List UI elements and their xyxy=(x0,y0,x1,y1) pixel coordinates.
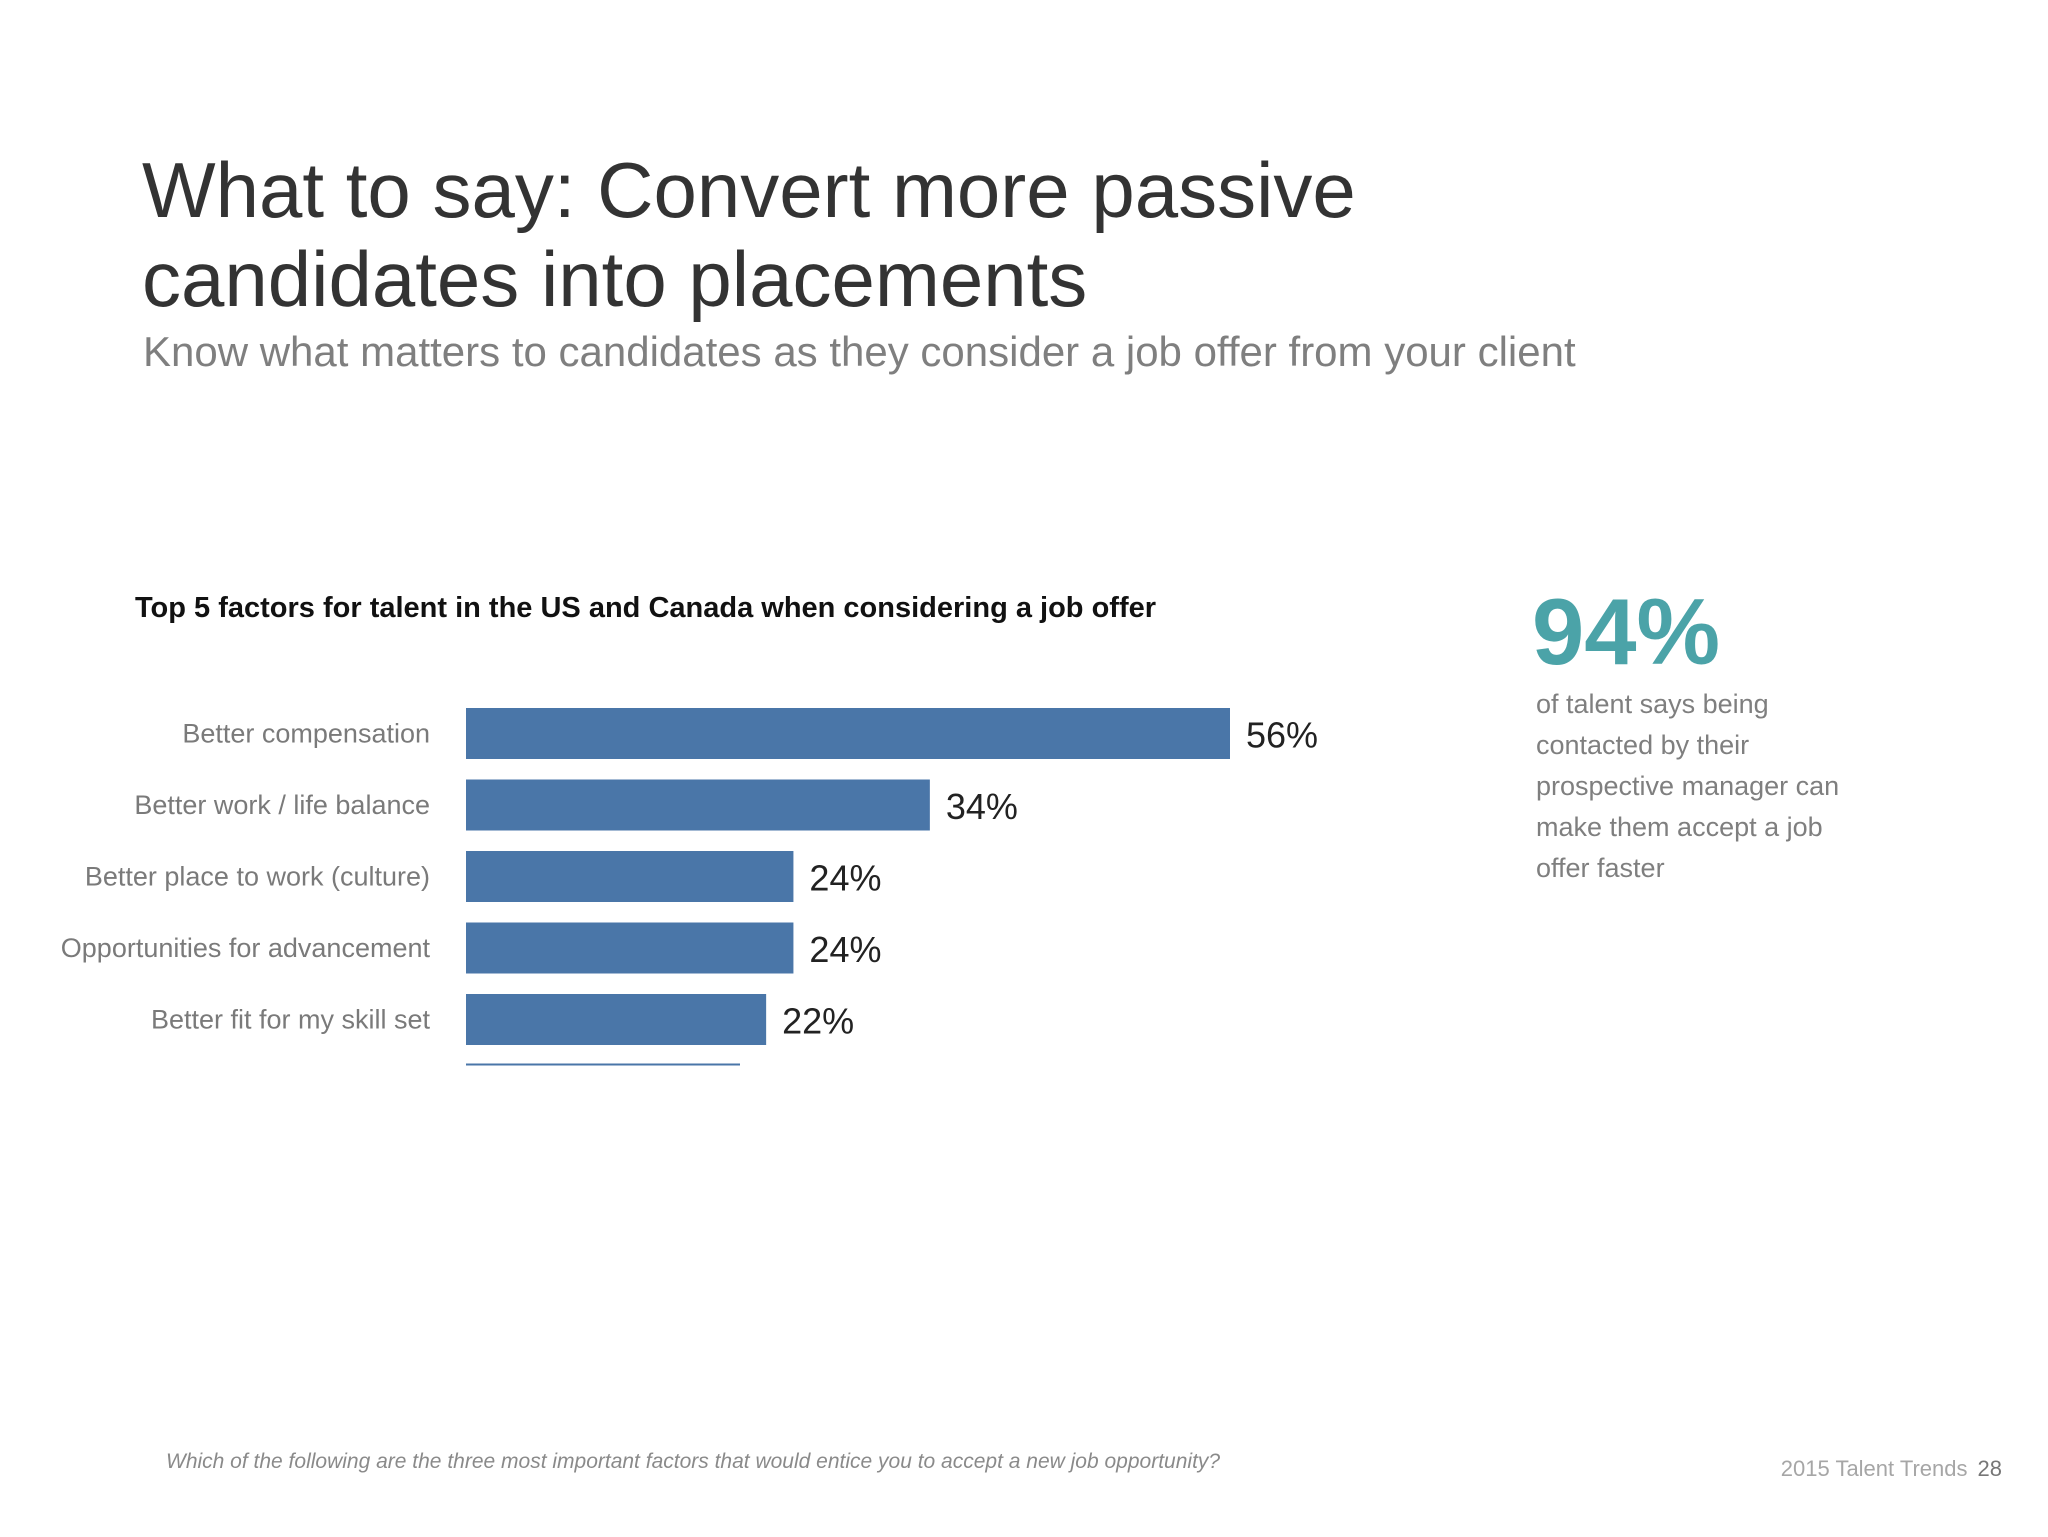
value-label-2: 34% xyxy=(946,786,1018,827)
value-label-4: 24% xyxy=(809,929,881,970)
bar-chart: Better compensation 56% Better work / life… xyxy=(61,708,1318,1066)
value-label-5: 22% xyxy=(782,1001,854,1042)
bar-5 xyxy=(466,994,767,1045)
category-label-1: Better compensation xyxy=(182,719,430,749)
value-label-1: 56% xyxy=(1246,715,1318,756)
category-label-2: Better work / life balance xyxy=(134,790,430,820)
slide-footer: 2015 Talent Trends 28 xyxy=(1781,1456,2002,1482)
survey-question-footnote: Which of the following are the three mos… xyxy=(166,1450,1221,1473)
bar-3 xyxy=(466,851,794,902)
footer-text: 2015 Talent Trends xyxy=(1780,1456,1968,1481)
stat-value: 94% xyxy=(1532,579,1721,684)
bar-1 xyxy=(466,708,1230,759)
category-label-5: Better fit for my skill set xyxy=(151,1005,431,1035)
page-number: 28 xyxy=(1977,1456,2002,1481)
bar-2 xyxy=(466,779,930,831)
stat-description: of talent says being contacted by their … xyxy=(1536,689,1840,883)
category-label-4: Opportunities for advancement xyxy=(61,933,431,963)
category-label-3: Better place to work (culture) xyxy=(85,862,430,892)
value-label-3: 24% xyxy=(809,858,881,899)
chart-title: Top 5 factors for talent in the US and C… xyxy=(135,592,1157,624)
slide-title: What to say: Convert more passive candid… xyxy=(142,146,1356,323)
slide-subtitle: Know what matters to candidates as they … xyxy=(143,328,1576,375)
bar-4 xyxy=(466,922,794,974)
